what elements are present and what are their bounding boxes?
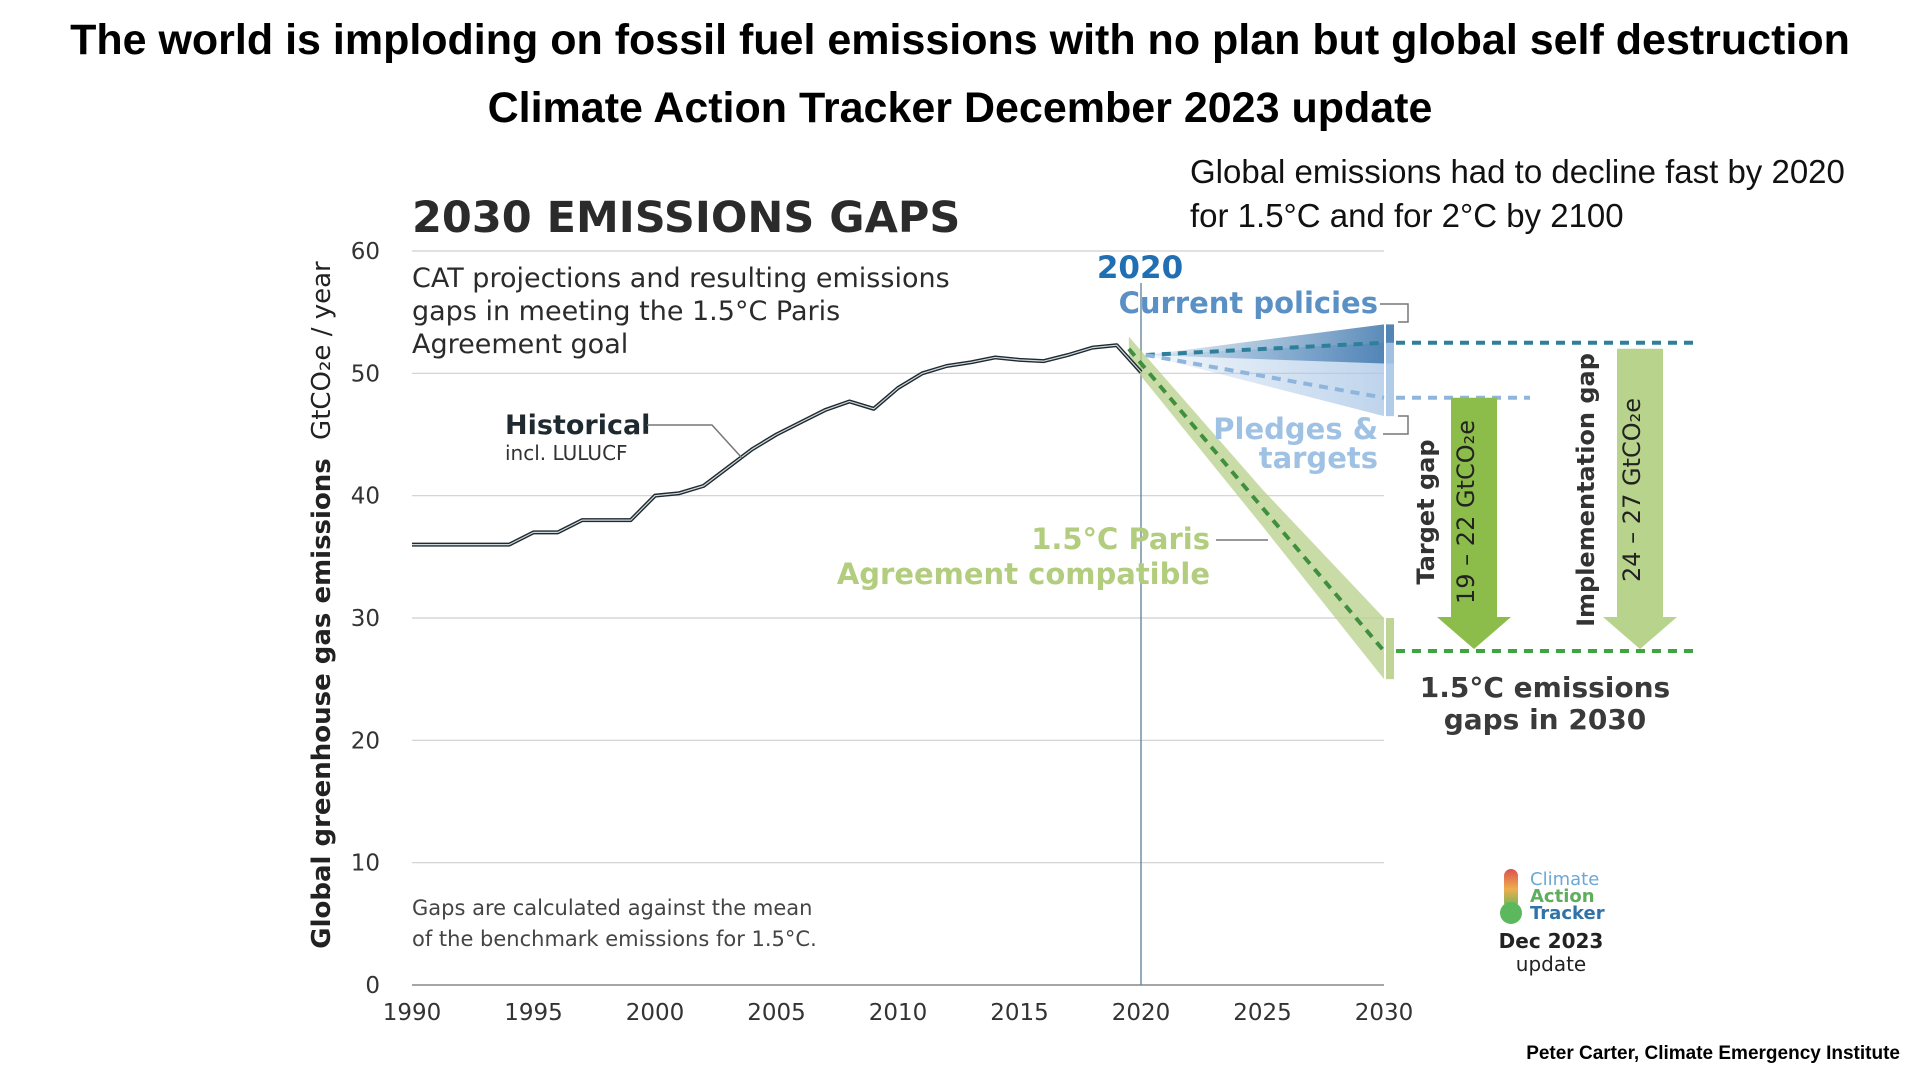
slide-subtitle: Climate Action Tracker December 2023 upd… <box>487 84 1433 132</box>
pledges-range-bar <box>1386 342 1394 417</box>
credit: Peter Carter, Climate Emergency Institut… <box>1526 1043 1900 1064</box>
historical-sublabel: incl. LULUCF <box>505 441 628 465</box>
y-axis-label-main: Global greenhouse gas emissions <box>307 458 337 949</box>
current-policies-label: Current policies <box>1119 286 1378 320</box>
implementation-gap-value: 24 – 27 GtCO₂e <box>1618 398 1646 582</box>
x-axis-ticks: 1990 1995 2000 2005 2010 2015 2020 2025 2030 <box>383 1000 1414 1026</box>
y-tick-label: 60 <box>351 239 380 265</box>
paris-line <box>1127 347 1386 653</box>
y-tick-label: 20 <box>351 728 380 754</box>
gaps-label-2: gaps in 2030 <box>1444 703 1647 736</box>
x-tick-label: 2025 <box>1233 1000 1292 1026</box>
historical-label: Historical <box>505 410 650 441</box>
paris-label-2: Agreement compatible <box>837 557 1210 591</box>
target-gap-arrow <box>1437 397 1511 650</box>
logo-line-2: Action <box>1530 886 1595 907</box>
footnote-2: of the benchmark emissions for 1.5°C. <box>412 927 817 951</box>
climate-action-tracker-logo: Climate Action Tracker Dec 2023 update <box>1499 869 1605 976</box>
current-policies-line <box>1145 340 1385 357</box>
x-tick-label: 2015 <box>990 1000 1049 1026</box>
logo-date: Dec 2023 <box>1499 929 1604 953</box>
footnote-1: Gaps are calculated against the mean <box>412 896 812 920</box>
x-tick-label: 1995 <box>504 1000 563 1026</box>
y-axis-ticks: 0 10 20 30 40 50 60 <box>351 239 380 999</box>
current-policies-bracket <box>1380 303 1409 323</box>
slide-title: The world is imploding on fossil fuel em… <box>70 16 1850 64</box>
gap-arrows <box>1437 348 1677 650</box>
pledges-label-2: targets <box>1259 441 1378 475</box>
chart-subtitle-2: gaps in meeting the 1.5°C Paris <box>412 296 840 327</box>
grid <box>412 250 1384 986</box>
x-tick-label: 2005 <box>747 1000 806 1026</box>
pledges-line <box>1145 353 1385 400</box>
x-tick-label: 2000 <box>626 1000 685 1026</box>
chart-subtitle-3: Agreement goal <box>412 329 628 360</box>
paris-range-bar <box>1386 618 1394 680</box>
y-tick-label: 0 <box>365 973 380 999</box>
note-line-1: Global emissions had to decline fast by … <box>1190 153 1845 190</box>
logo-line-1: Climate <box>1530 869 1599 890</box>
series-lines <box>412 340 1700 654</box>
pledges-label-1: Pledges & <box>1213 412 1378 446</box>
y-axis-label-unit: GtCO₂e / year <box>307 261 337 440</box>
historical-leader <box>647 424 743 459</box>
slide-note: Global emissions had to decline fast by … <box>1190 150 1845 238</box>
logo-line-3: Tracker <box>1530 903 1605 924</box>
target-gap-label: Target gap <box>1412 439 1440 584</box>
note-line-2: for 1.5°C and for 2°C by 2100 <box>1190 197 1624 234</box>
x-tick-label: 2020 <box>1112 1000 1171 1026</box>
chart-title: 2030 EMISSIONS GAPS <box>412 193 960 243</box>
logo-sub: update <box>1516 952 1586 976</box>
gaps-label-1: 1.5°C emissions <box>1420 671 1670 704</box>
chart-subtitle-1: CAT projections and resulting emissions <box>412 263 950 294</box>
target-gap-value: 19 – 22 GtCO₂e <box>1452 420 1480 604</box>
pledges-bracket <box>1383 415 1409 435</box>
implementation-gap-arrow <box>1603 348 1677 650</box>
paris-label-1: 1.5°C Paris <box>1031 522 1210 556</box>
historical-line-highlight <box>412 344 1142 546</box>
y-axis-label: Global greenhouse gas emissions GtCO₂e /… <box>307 261 337 949</box>
y-tick-label: 30 <box>351 606 380 632</box>
x-tick-label: 1990 <box>383 1000 442 1026</box>
y-tick-label: 40 <box>351 484 380 510</box>
x-tick-label: 2010 <box>869 1000 928 1026</box>
thermometer-icon <box>1504 869 1518 909</box>
y-tick-label: 50 <box>351 361 380 387</box>
x-tick-label: 2030 <box>1355 1000 1414 1026</box>
year-2020-label: 2020 <box>1097 250 1183 286</box>
current-policies-band <box>1145 324 1384 364</box>
implementation-gap-label: Implementation gap <box>1572 353 1600 627</box>
thermometer-bulb-icon <box>1500 902 1522 924</box>
y-tick-label: 10 <box>351 851 380 877</box>
